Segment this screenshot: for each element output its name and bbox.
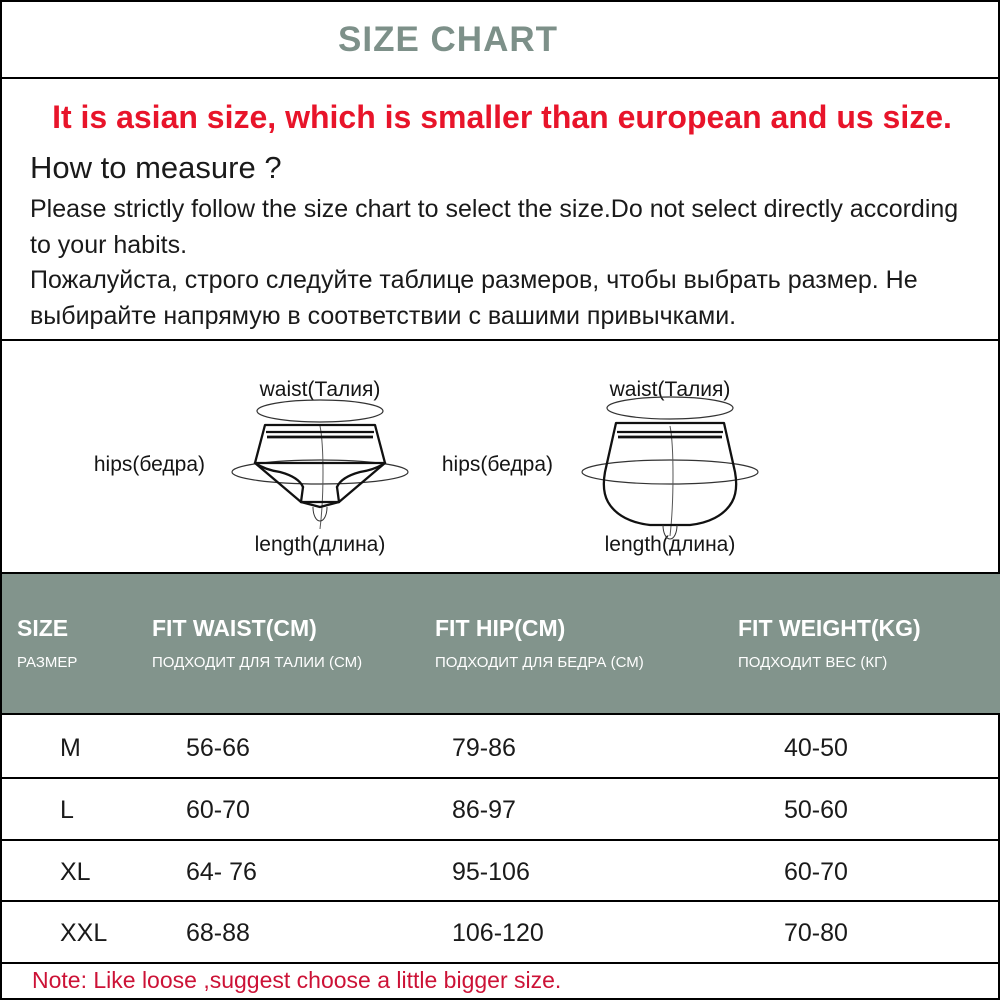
- svg-text:length(длина): length(длина): [605, 533, 736, 556]
- svg-text:hips(бедра): hips(бедра): [442, 453, 553, 476]
- svg-text:hips(бедра): hips(бедра): [94, 453, 205, 476]
- svg-text:waist(Талия): waist(Талия): [259, 378, 381, 401]
- svg-text:length(длина): length(длина): [255, 533, 386, 556]
